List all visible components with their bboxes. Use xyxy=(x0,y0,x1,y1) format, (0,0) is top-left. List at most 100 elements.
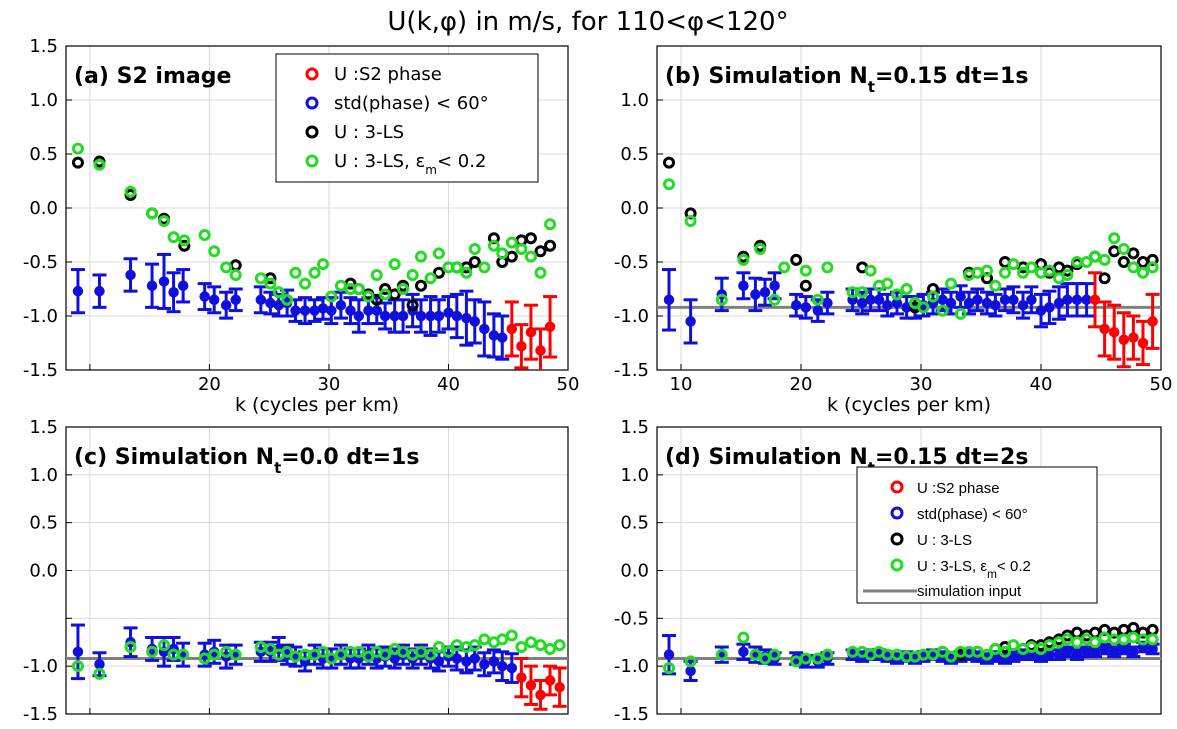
legend-label-main: U : 3-LS, ε xyxy=(334,151,425,172)
blue-point xyxy=(1062,646,1073,658)
blue-point xyxy=(265,297,276,309)
green-point xyxy=(1025,261,1038,274)
green-point xyxy=(945,650,957,663)
green-point xyxy=(158,639,171,652)
green-point xyxy=(759,652,771,665)
green-point xyxy=(971,266,984,279)
green-point xyxy=(316,645,329,658)
blue-point xyxy=(822,297,833,309)
legend-label-main: U :S2 phase xyxy=(917,480,1000,497)
blue-point xyxy=(990,299,1001,311)
green-point xyxy=(124,641,137,654)
green-point xyxy=(124,185,137,198)
black-point xyxy=(1098,272,1111,285)
green-point xyxy=(1007,639,1020,652)
green-point xyxy=(432,247,445,260)
red-point xyxy=(1089,294,1101,306)
black-point xyxy=(229,259,242,272)
green-point xyxy=(229,268,242,281)
green-point xyxy=(881,277,894,290)
y-tick-label: 1.0 xyxy=(620,465,649,486)
x-tick-label: 30 xyxy=(317,374,340,395)
legend-label-sub: m xyxy=(425,163,437,177)
blue-point xyxy=(750,289,761,300)
y-tick-label: -1.0 xyxy=(614,656,649,677)
green-point xyxy=(811,293,824,306)
green-point xyxy=(544,642,557,655)
blue-point xyxy=(433,656,445,667)
blue-point xyxy=(685,665,696,677)
black-point xyxy=(524,232,537,245)
green-point xyxy=(799,264,812,277)
legend-label: U :S2 phase xyxy=(334,64,442,85)
blue-point xyxy=(335,299,347,311)
green-point xyxy=(208,245,221,258)
blue-point xyxy=(220,299,232,311)
legend-marker xyxy=(890,480,904,494)
green-point xyxy=(264,277,277,290)
blue-point xyxy=(94,285,105,297)
green-point xyxy=(468,639,481,652)
green-point xyxy=(325,652,338,665)
panel-title-sub: t xyxy=(274,459,281,477)
green-point xyxy=(1117,243,1130,256)
y-tick-label: 0.5 xyxy=(620,513,649,534)
legend-label: U : 3-LS, εm< 0.2 xyxy=(917,558,1031,581)
legend-label-main: std(phase) < 60° xyxy=(917,506,1028,523)
green-point xyxy=(370,268,383,281)
green-point xyxy=(684,214,697,227)
green-point xyxy=(208,648,221,661)
blue-point xyxy=(812,305,824,316)
black-point xyxy=(406,299,419,312)
y-tick-label: -1.5 xyxy=(23,704,58,725)
blue-point xyxy=(663,294,675,306)
black-point xyxy=(71,156,84,169)
blue-point xyxy=(158,276,170,287)
panel-title-after: =0.15 dt=2s xyxy=(875,445,1028,470)
green-point xyxy=(927,290,939,303)
red-point xyxy=(1099,323,1110,335)
legend-marker xyxy=(890,558,904,572)
green-point xyxy=(778,261,791,274)
blue-point xyxy=(451,653,463,664)
black-point xyxy=(790,253,803,266)
legend-marker xyxy=(890,532,904,546)
blue-point xyxy=(488,330,500,341)
green-point xyxy=(856,286,869,299)
blue-point xyxy=(326,305,337,316)
blue-point xyxy=(371,305,383,316)
green-point xyxy=(1108,633,1121,646)
green-point xyxy=(1137,266,1149,279)
green-point xyxy=(397,283,410,295)
green-point xyxy=(715,293,728,306)
green-point xyxy=(954,307,967,320)
green-point xyxy=(71,142,84,155)
red-point xyxy=(544,675,556,686)
plot-area xyxy=(662,156,1160,369)
green-point xyxy=(362,650,375,663)
green-point xyxy=(316,258,329,271)
legend-marker xyxy=(305,125,319,139)
legend-marker xyxy=(890,506,904,520)
y-tick-label: 0.5 xyxy=(620,144,649,165)
panel-c: -1.5 -1.0 0.0 0.5 1.0 1.5 (c) Simulation Nt=0.… xyxy=(23,417,569,725)
green-point xyxy=(1146,633,1159,646)
green-point xyxy=(198,229,211,241)
blue-point xyxy=(208,294,220,306)
y-tick-label: -1.5 xyxy=(614,360,649,381)
green-point xyxy=(917,301,930,314)
green-point xyxy=(515,641,528,654)
plot-area xyxy=(662,621,1160,683)
legend-label-after: < 0.2 xyxy=(437,151,486,172)
legend-label: U : 3-LS xyxy=(334,122,404,143)
green-point xyxy=(799,652,812,665)
legend-label: U :S2 phase xyxy=(917,480,1000,497)
green-point xyxy=(936,645,949,658)
blue-point xyxy=(1008,651,1019,662)
green-point xyxy=(553,639,566,652)
green-point xyxy=(1108,232,1121,245)
legend-label-main: U : 3-LS xyxy=(917,532,972,549)
black-point xyxy=(663,156,675,169)
black-point xyxy=(534,245,547,258)
green-point xyxy=(936,304,949,317)
